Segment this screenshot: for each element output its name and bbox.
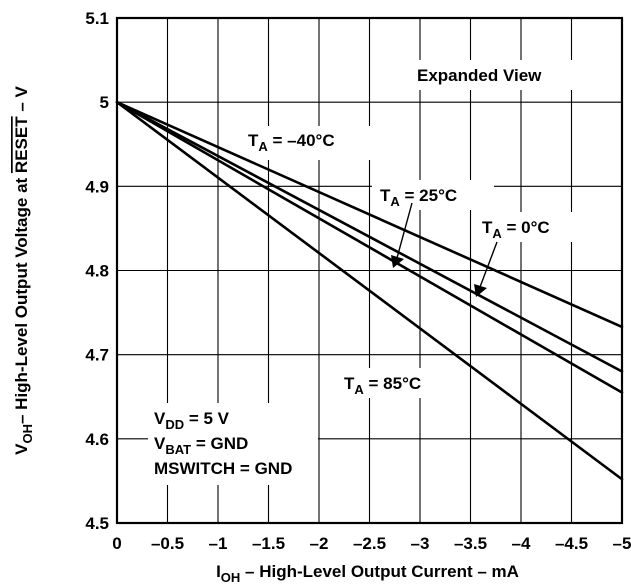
series-line-2 [115, 100, 624, 394]
arrow-line-0c [479, 241, 498, 288]
curves [115, 100, 624, 481]
series-label-2-main: T [380, 186, 391, 205]
series-label-1-main: T [482, 218, 493, 237]
series-label-1-sub: A [492, 226, 502, 241]
condition-2-main: MSWITCH = GND [154, 459, 292, 478]
series-label-2: TA = 25°C [380, 186, 457, 209]
series-line-0 [115, 100, 624, 329]
y-axis-title-main: V [12, 443, 31, 455]
y-tick-label-1: 4.6 [85, 430, 109, 449]
x-tick-label-2: –1 [209, 534, 228, 553]
series-label-2-sub: A [390, 194, 400, 209]
condition-0-main: V [154, 409, 166, 428]
y-axis-title-overline: RESET [12, 116, 31, 173]
x-axis-title-rest: – High-Level Output Current – mA [240, 562, 519, 581]
y-tick-label-6: 5.1 [85, 9, 109, 28]
x-tick-label-6: –3 [411, 534, 430, 553]
x-tick-label-8: –4 [512, 534, 531, 553]
series-label-3-sub: A [354, 382, 364, 397]
x-tick-label-4: –2 [310, 534, 329, 553]
y-axis-title-sub: OH [20, 424, 35, 444]
annotation-bg [410, 60, 582, 90]
series-label-0-rest: = –40°C [268, 131, 335, 150]
series-label-3-rest: = 85°C [364, 374, 421, 393]
arrow-head-25c [391, 255, 404, 268]
annotation-expanded-view: Expanded View [417, 66, 542, 85]
series-label-bg-0 [240, 126, 390, 160]
condition-0: VDD = 5 V [154, 409, 230, 432]
x-tick-label-5: –2.5 [353, 534, 386, 553]
series-line-1 [115, 100, 624, 373]
series-label-1: TA = 0°C [482, 218, 550, 241]
tick-labels: 0 –0.5 –1 –1.5 –2 –2.5 –3 –3.5 –4 –4.5 –5 4.5 4.6 4.7… [12, 9, 631, 585]
series-label-0-main: T [248, 131, 259, 150]
conditions-bg [148, 403, 318, 485]
x-tick-label-9: –4.5 [555, 534, 588, 553]
x-axis-title: IOH – High-Level Output Current – mA [216, 562, 519, 585]
series-label-0: TA = –40°C [248, 131, 335, 154]
y-tick-label-0: 4.5 [85, 514, 109, 533]
y-tick-label-3: 4.8 [85, 262, 109, 281]
condition-0-rest: = 5 V [184, 409, 230, 428]
series-label-3: TA = 85°C [344, 374, 421, 397]
condition-1-sub: BAT [165, 442, 191, 457]
plot-frame [115, 16, 624, 525]
y-tick-label-4: 4.9 [85, 177, 109, 196]
condition-1: VBAT = GND [154, 434, 248, 457]
condition-2: MSWITCH = GND [154, 459, 292, 478]
series-label-bg-2 [372, 180, 494, 210]
series-label-bg-1 [474, 212, 582, 242]
condition-1-main: V [154, 434, 166, 453]
x-axis-title-main: I [216, 562, 221, 581]
arrow-head-0c [474, 284, 487, 297]
condition-1-rest: = GND [191, 434, 248, 453]
series-label-2-rest: = 25°C [400, 186, 457, 205]
y-axis-title-mid: – High-Level Output Voltage at [12, 173, 31, 424]
y-axis-title: VOH– High-Level Output Voltage at RESET … [12, 85, 35, 454]
labels: TA = –40°CTA = 0°CTA = 25°CTA = 85°CExpa… [154, 66, 550, 478]
x-tick-label-10: –5 [613, 534, 631, 553]
x-tick-label-0: 0 [112, 534, 121, 553]
x-tick-label-1: –0.5 [151, 534, 184, 553]
gridlines [115, 16, 624, 525]
series-label-1-rest: = 0°C [502, 218, 550, 237]
series-label-0-sub: A [258, 139, 268, 154]
y-axis-title-rest: – V [12, 85, 31, 116]
x-tick-label-3: –1.5 [252, 534, 285, 553]
series-line-3 [115, 100, 624, 481]
y-tick-label-2: 4.7 [85, 346, 109, 365]
series-label-bg-3 [336, 368, 452, 398]
x-axis-title-sub: OH [221, 570, 241, 585]
y-tick-label-5: 5 [100, 93, 109, 112]
arrow-line-25c [396, 202, 413, 259]
series-label-3-main: T [344, 374, 355, 393]
x-tick-label-7: –3.5 [454, 534, 487, 553]
condition-0-sub: DD [165, 417, 184, 432]
